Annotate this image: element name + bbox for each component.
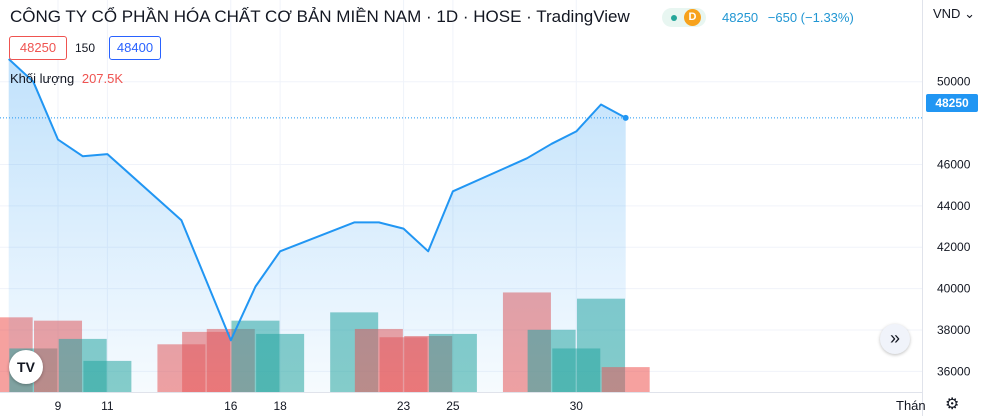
chevron-down-icon: ⌄	[964, 6, 975, 21]
quote-summary: 48250 −650 (−1.33%)	[722, 10, 860, 25]
price-area	[8, 59, 626, 392]
price-tick-label: 36000	[937, 364, 971, 378]
time-tick-label: 18	[273, 399, 287, 413]
volume-label: Khối lượng	[10, 71, 75, 86]
double-chevron-right-icon: »	[889, 328, 900, 348]
time-tick-label: 11	[101, 399, 114, 413]
last-price-dot	[622, 114, 629, 121]
delayed-data-icon: D	[684, 9, 701, 26]
price-change: −650 (−1.33%)	[767, 10, 854, 25]
time-tick-label: 30	[570, 399, 584, 413]
price-axis: 36000 38000 40000 42000 44000 46000 50000	[922, 0, 971, 416]
gear-icon[interactable]: ⚙	[945, 396, 960, 413]
time-tick-label: 9	[55, 399, 62, 413]
sell-button[interactable]: 48250	[9, 36, 67, 60]
volume-value: 207.5K	[81, 71, 124, 86]
currency-label: VND	[933, 6, 961, 21]
month-label: Thán	[896, 398, 926, 413]
tradingview-logo[interactable]: TV	[9, 350, 43, 384]
volume-legend: Khối lượng 207.5K	[10, 71, 123, 86]
last-price: 48250	[722, 10, 759, 25]
spread-value: 150	[75, 41, 96, 55]
current-price-tag: 48250	[926, 94, 978, 112]
time-tick-label: 25	[446, 399, 460, 413]
price-line	[8, 58, 627, 342]
price-tick-label: 40000	[937, 282, 971, 296]
price-tick-label: 44000	[937, 199, 971, 213]
scroll-to-realtime-button[interactable]: »	[880, 324, 910, 354]
buy-button[interactable]: 48400	[109, 36, 161, 60]
time-axis: 9 11 16 18 23 25 30	[0, 392, 922, 413]
price-tick-label: 46000	[937, 157, 971, 171]
price-tick-label: 42000	[937, 240, 971, 254]
market-open-dot-icon	[671, 14, 677, 21]
time-tick-label: 16	[224, 399, 238, 413]
currency-dropdown[interactable]: VND ⌄	[933, 6, 975, 22]
market-status-badge[interactable]: D	[662, 8, 706, 27]
tradingview-logo-icon: TV	[17, 359, 35, 375]
price-tick-label: 50000	[937, 75, 971, 89]
price-tick-label: 38000	[937, 323, 971, 337]
chart-title: CÔNG TY CỔ PHẦN HÓA CHẤT CƠ BẢN MIỀN NAM…	[10, 7, 630, 26]
time-tick-label: 23	[397, 399, 411, 413]
